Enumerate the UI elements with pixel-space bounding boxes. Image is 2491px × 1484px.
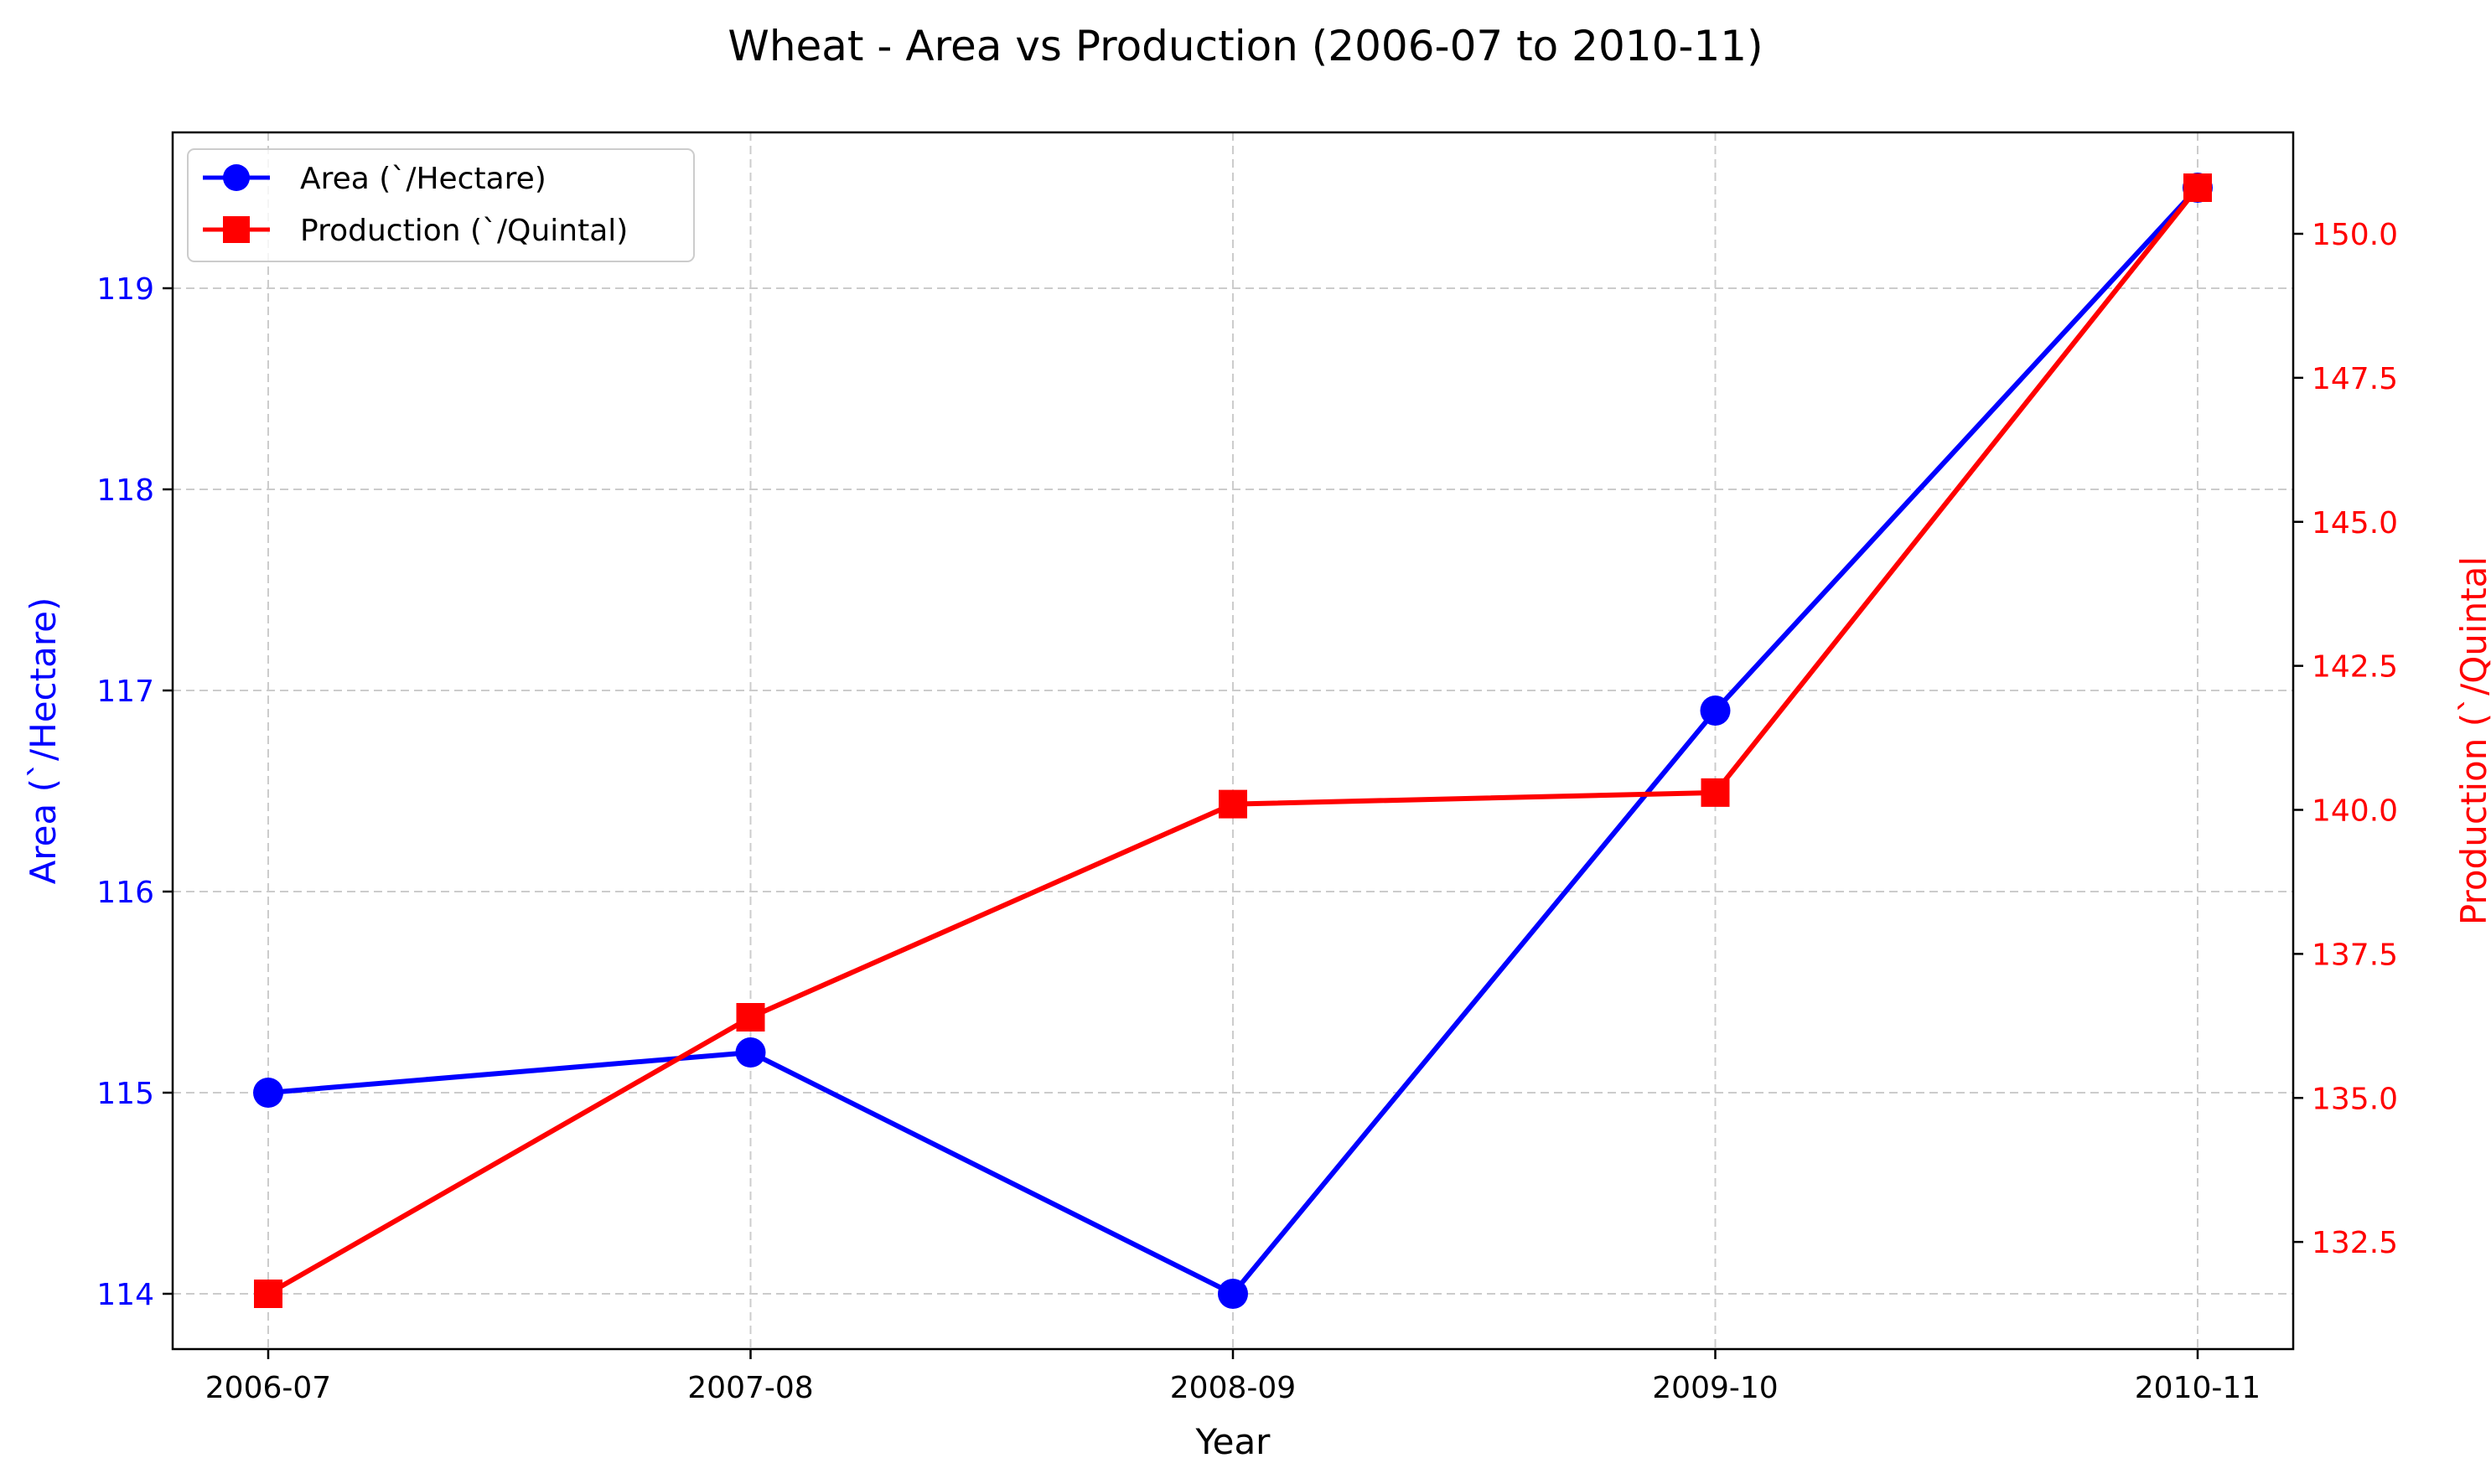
- right-y-tick-label: 150.0: [2312, 218, 2398, 252]
- right-y-tick-label: 140.0: [2312, 794, 2398, 829]
- right-y-tick-label: 132.5: [2312, 1226, 2398, 1260]
- legend-area-label: Area (`/Hectare): [300, 162, 546, 196]
- axes: 2006-07 2007-08 2008-09 2009-10 2010-11 114 11…: [96, 218, 2398, 1405]
- right-y-axis-label: Production (`/Quintal: [2453, 556, 2491, 925]
- production-data-point: [2183, 173, 2212, 202]
- area-data-point: [735, 1037, 766, 1068]
- left-y-tick-label: 114: [96, 1278, 154, 1312]
- area-data-point: [253, 1078, 283, 1108]
- legend-area-marker: [223, 164, 250, 191]
- x-tick-label: 2007-08: [687, 1371, 813, 1405]
- legend: Area (`/Hectare) Production (`/Quintal): [187, 148, 695, 262]
- left-y-tick-label: 119: [96, 272, 154, 307]
- left-y-tick-label: 118: [96, 473, 154, 508]
- chart-title: Wheat - Area vs Production (2006-07 to 2…: [728, 22, 1763, 70]
- x-axis-label: Year: [1195, 1421, 1271, 1462]
- legend-production-label: Production (`/Quintal): [300, 214, 628, 248]
- production-data-point: [1219, 789, 1247, 819]
- production-data-point: [254, 1280, 282, 1308]
- left-y-tick-label: 116: [96, 876, 154, 910]
- area-data-point: [1218, 1279, 1248, 1309]
- right-y-tick-label: 147.5: [2312, 362, 2398, 396]
- legend-production-marker: [223, 216, 250, 243]
- right-y-tick-label: 137.5: [2312, 938, 2398, 972]
- production-data-point: [736, 1003, 765, 1032]
- right-y-tick-label: 142.5: [2312, 650, 2398, 685]
- left-y-tick-label: 115: [96, 1077, 154, 1111]
- left-y-tick-label: 117: [96, 675, 154, 709]
- series-layer: [253, 173, 2213, 1309]
- left-y-axis-label: Area (`/Hectare): [23, 597, 64, 885]
- production-data-point: [1701, 778, 1730, 807]
- right-y-tick-label: 145.0: [2312, 506, 2398, 540]
- area-data-point: [1700, 695, 1731, 726]
- x-tick-label: 2006-07: [205, 1371, 331, 1405]
- legend-box: [187, 148, 695, 262]
- right-y-tick-label: 135.0: [2312, 1082, 2398, 1116]
- x-tick-label: 2010-11: [2135, 1371, 2261, 1405]
- x-tick-label: 2008-09: [1170, 1371, 1296, 1405]
- x-tick-label: 2009-10: [1652, 1371, 1778, 1405]
